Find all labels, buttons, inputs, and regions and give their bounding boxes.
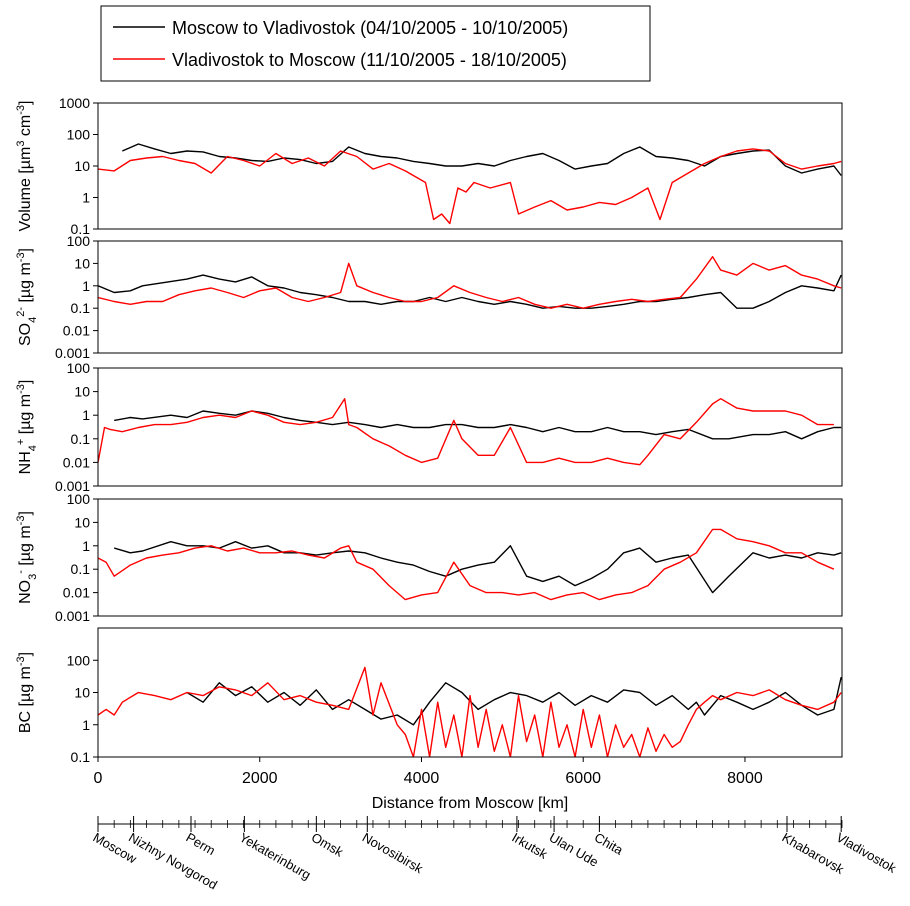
y-tick-label: 10 [74,514,90,530]
y-tick-label: 100 [67,491,91,507]
y-tick-label: 0.1 [71,221,91,237]
panel-bc [98,666,842,757]
series-line-no3-return [98,528,835,601]
y-axis-label-volume: Volume [µm3 cm-3] [15,101,34,232]
y-tick-label: 10 [74,255,90,271]
legend-box [100,5,651,82]
city-label: Perm [184,830,218,859]
y-tick-label: 1000 [59,95,90,111]
panel-frame-so4: 0.001 0.01 0.1 1 10 100 SO42- [µg m-3] [15,233,843,361]
city-label: Vladivostok [834,830,900,876]
y-tick-label: 0.01 [63,323,90,339]
x-tick-label: 6000 [565,770,601,787]
plot-border [97,367,843,487]
series-line-nh4-outbound [114,410,842,440]
x-tick-label: 4000 [404,770,440,787]
y-tick-label: 0.1 [71,749,91,765]
y-tick-label: 0.01 [63,454,90,470]
y-tick-label: 0.001 [55,608,90,624]
legend-label-return: Vladivostok to Moscow (11/10/2005 - 18/1… [172,50,567,70]
panel-so4 [98,256,842,309]
city-label: Ulan Ude [547,830,601,870]
y-tick-label: 100 [67,360,91,376]
city-label: Omsk [309,830,346,860]
series-line-so4-return [98,256,842,309]
y-tick-label: 10 [74,158,90,174]
y-tick-label: 1 [82,190,90,206]
x-tick-label: 8000 [727,770,763,787]
plot-border [97,102,843,230]
y-tick-label: 0.001 [55,478,90,494]
panel-frame-nh4: 0.001 0.01 0.1 1 10 100 NH4+ [µg m-3] [15,360,843,494]
y-tick-label: 100 [67,652,91,668]
y-tick-label: 100 [67,127,91,143]
city-label: Novosibirsk [360,830,426,877]
y-axis-label-bc: BC [µg m-3] [15,652,34,733]
y-tick-label: 0.1 [71,431,91,447]
y-tick-label: 0.01 [63,585,90,601]
x-tick-label: 2000 [242,770,278,787]
y-tick-label: 0.1 [71,300,91,316]
series-line-volume-return [98,148,842,225]
y-axis-label-nh4: NH4+ [µg m-3] [15,380,39,475]
plot-border [97,240,843,354]
series-line-bc-outbound [186,676,842,726]
panel-frame-bc: 0.1 1 10 100 BC [µg m-3] [15,627,843,765]
legend-label-outbound: Moscow to Vladivostok (04/10/2005 - 10/1… [172,18,568,38]
y-tick-label: 10 [74,384,90,400]
panel-no3 [98,528,842,601]
panel-volume [98,143,842,225]
plot-border [97,498,843,617]
x-axis-label: Distance from Moscow [km] [372,795,568,812]
y-tick-label: 10 [74,685,90,701]
series-line-no3-outbound [114,541,842,594]
series-line-volume-outbound [122,143,842,176]
y-tick-label: 1 [82,717,90,733]
y-tick-label: 1 [82,407,90,423]
city-label: Irkutsk [509,830,550,862]
panel-frame-no3: 0.001 0.01 0.1 1 10 100 NO3- [µg m-3] [15,491,843,624]
city-label: Yekaterinburg [237,830,314,883]
y-tick-label: 1 [82,538,90,554]
series-line-so4-outbound [98,274,842,309]
y-tick-label: 100 [67,233,91,249]
series-line-bc-return [98,666,842,757]
legend: Moscow to Vladivostok (04/10/2005 - 10/1… [100,5,651,82]
y-tick-label: 0.001 [55,345,90,361]
y-tick-label: 0.1 [71,561,91,577]
series-line-nh4-return [98,398,834,466]
x-tick-labels: 0 2000 4000 6000 8000 [94,757,763,787]
x-tick-label: 0 [94,770,103,787]
y-axis-label-so4: SO42- [µg m-3] [15,248,39,346]
panel-frame-volume: 0.1 1 10 100 1000 Volume [µm3 cm-3] [15,95,843,237]
panel-nh4 [98,398,842,466]
y-axis-label-no3: NO3- [µg m-3] [15,511,39,604]
x-axis: 0 2000 4000 6000 8000 Distance from Moscow [… [94,757,763,812]
y-tick-label: 1 [82,278,90,294]
